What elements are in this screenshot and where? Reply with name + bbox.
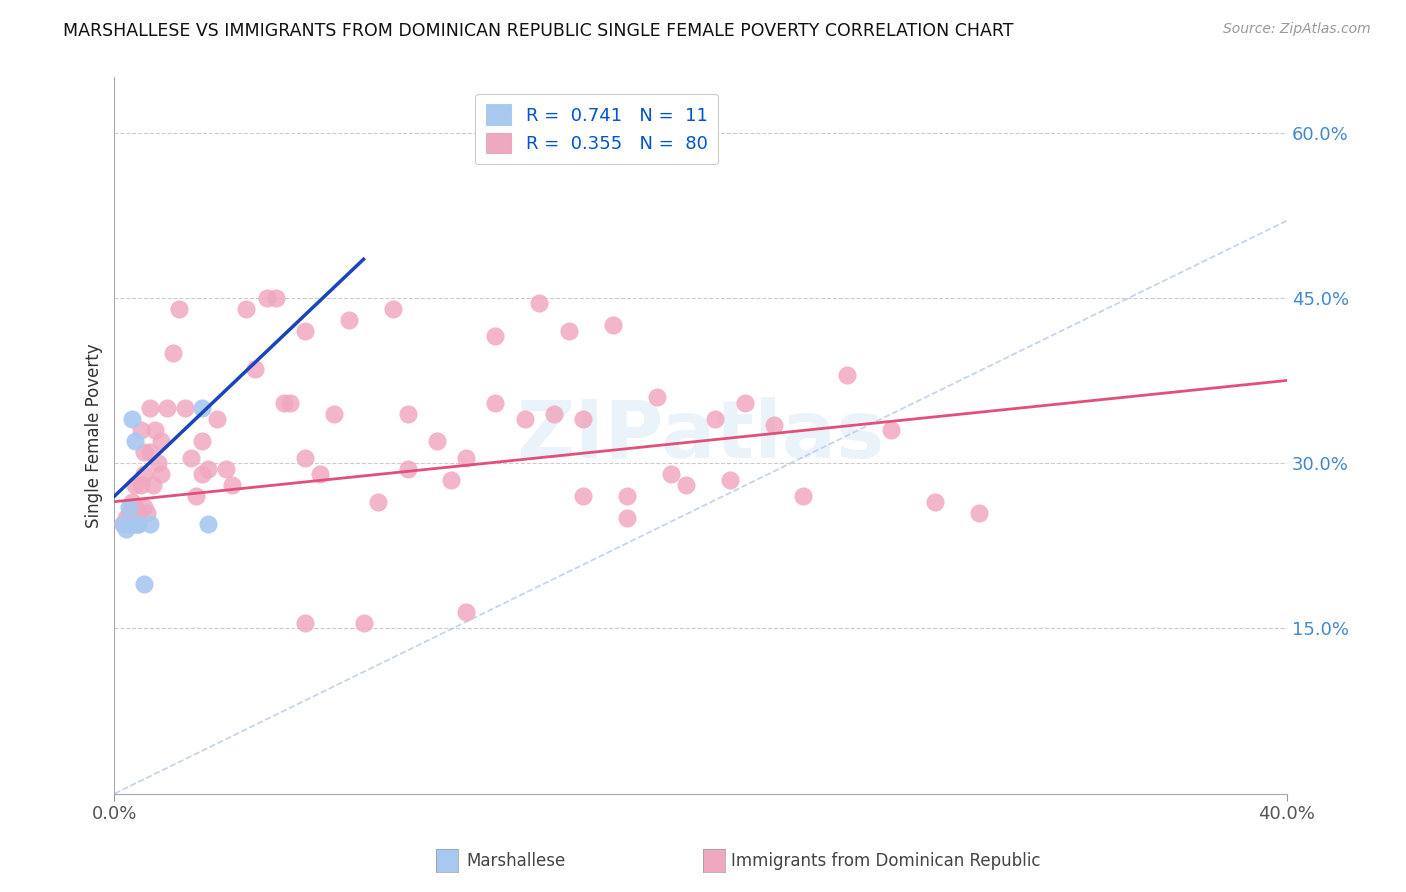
Point — [235, 301, 257, 316]
Point — [191, 401, 214, 415]
Point — [127, 506, 149, 520]
Point — [145, 423, 167, 437]
Point — [121, 511, 143, 525]
Point — [124, 434, 146, 448]
Point — [792, 489, 814, 503]
Point — [426, 434, 449, 448]
Point — [616, 511, 638, 525]
Point — [138, 516, 160, 531]
Point — [967, 506, 990, 520]
Point — [197, 516, 219, 531]
Point — [118, 506, 141, 520]
Point — [138, 401, 160, 415]
Point — [484, 329, 506, 343]
Point — [132, 445, 155, 459]
Legend: R =  0.741   N =  11, R =  0.355   N =  80: R = 0.741 N = 11, R = 0.355 N = 80 — [475, 94, 718, 164]
Point — [294, 615, 316, 630]
Point — [659, 467, 682, 482]
Point — [124, 516, 146, 531]
Y-axis label: Single Female Poverty: Single Female Poverty — [86, 343, 103, 528]
Point — [396, 407, 419, 421]
Text: Marshallese: Marshallese — [467, 852, 567, 870]
Point — [118, 500, 141, 515]
Point — [323, 407, 346, 421]
Point — [337, 313, 360, 327]
Point — [129, 478, 152, 492]
Point — [616, 489, 638, 503]
Point — [162, 346, 184, 360]
Text: Source: ZipAtlas.com: Source: ZipAtlas.com — [1223, 22, 1371, 37]
Point — [294, 324, 316, 338]
Point — [572, 489, 595, 503]
Point — [704, 412, 727, 426]
Point — [221, 478, 243, 492]
Text: Immigrants from Dominican Republic: Immigrants from Dominican Republic — [731, 852, 1040, 870]
Point — [645, 390, 668, 404]
Point — [215, 461, 238, 475]
Point — [456, 450, 478, 465]
Text: ZIPatlas: ZIPatlas — [516, 397, 884, 475]
Point — [396, 461, 419, 475]
Text: MARSHALLESE VS IMMIGRANTS FROM DOMINICAN REPUBLIC SINGLE FEMALE POVERTY CORRELAT: MARSHALLESE VS IMMIGRANTS FROM DOMINICAN… — [63, 22, 1014, 40]
Point — [484, 395, 506, 409]
Point — [440, 473, 463, 487]
Point — [127, 516, 149, 531]
Point — [264, 291, 287, 305]
Point — [572, 412, 595, 426]
Point — [167, 301, 190, 316]
Point — [135, 506, 157, 520]
Point — [543, 407, 565, 421]
Point — [273, 395, 295, 409]
Point — [456, 605, 478, 619]
Point — [381, 301, 404, 316]
Point — [880, 423, 903, 437]
Point — [308, 467, 330, 482]
Point — [353, 615, 375, 630]
Point — [557, 324, 579, 338]
Point — [150, 434, 173, 448]
Point — [121, 494, 143, 508]
Point — [115, 522, 138, 536]
Point — [124, 500, 146, 515]
Point — [132, 500, 155, 515]
Point — [367, 494, 389, 508]
Point — [127, 516, 149, 531]
Point — [141, 478, 163, 492]
Point — [243, 362, 266, 376]
Point — [191, 434, 214, 448]
Point — [129, 423, 152, 437]
Point — [115, 511, 138, 525]
Point — [256, 291, 278, 305]
Point — [602, 318, 624, 333]
Point — [294, 450, 316, 465]
Point — [124, 478, 146, 492]
Point — [173, 401, 195, 415]
Point — [197, 461, 219, 475]
Point — [124, 516, 146, 531]
Point — [180, 450, 202, 465]
Point — [837, 368, 859, 382]
Point — [186, 489, 208, 503]
Point — [191, 467, 214, 482]
Point — [734, 395, 756, 409]
Point — [718, 473, 741, 487]
Point — [529, 296, 551, 310]
Point — [132, 577, 155, 591]
Point — [156, 401, 179, 415]
Point — [112, 516, 135, 531]
Point — [132, 467, 155, 482]
Point — [205, 412, 228, 426]
Point — [150, 467, 173, 482]
Point — [513, 412, 536, 426]
Point — [278, 395, 301, 409]
Point — [675, 478, 697, 492]
Point — [112, 516, 135, 531]
Point — [121, 412, 143, 426]
Point — [762, 417, 785, 432]
Point — [118, 516, 141, 531]
Point — [138, 445, 160, 459]
Point — [148, 456, 170, 470]
Point — [924, 494, 946, 508]
